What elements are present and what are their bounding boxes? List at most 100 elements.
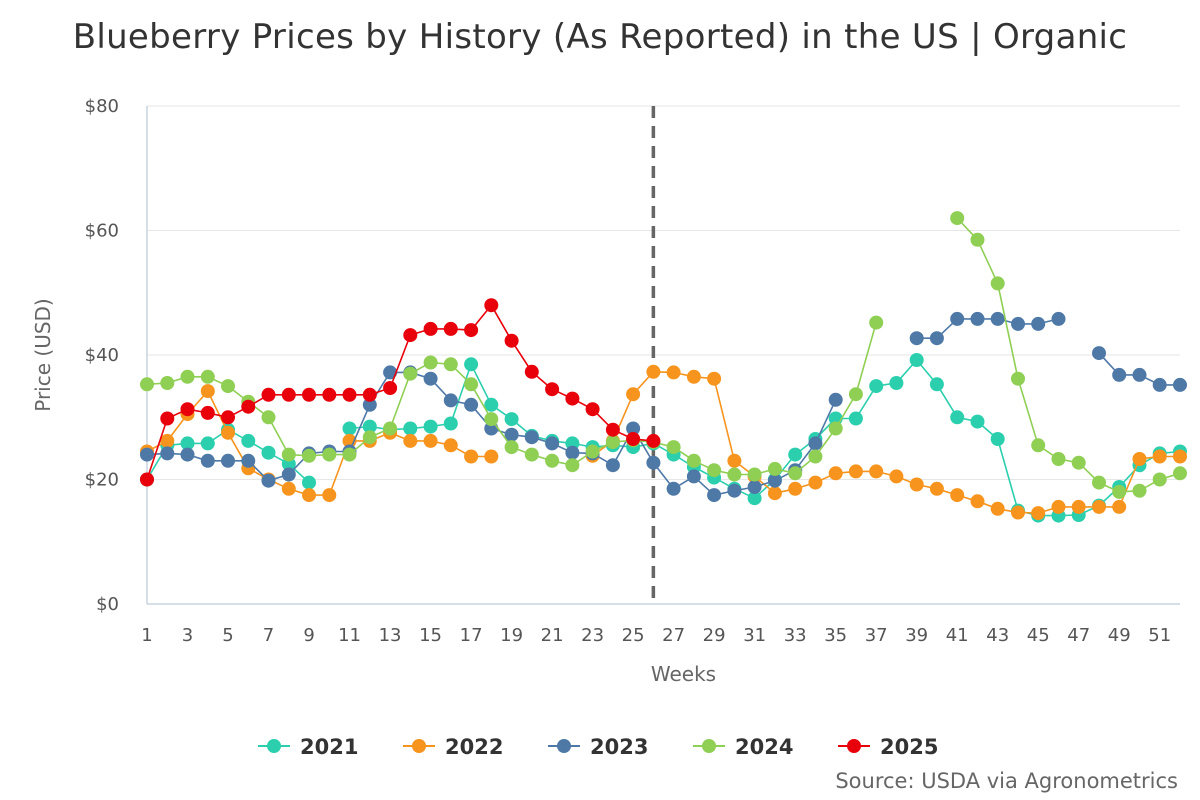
legend: 2021 2022 2023 2024 2025 xyxy=(258,735,938,759)
data-point xyxy=(1051,452,1066,466)
data-point xyxy=(383,421,398,436)
data-point xyxy=(524,430,539,445)
data-point xyxy=(221,425,235,440)
data-point xyxy=(1132,483,1147,498)
data-point xyxy=(848,411,863,426)
x-tick-label: 9 xyxy=(303,625,314,646)
data-point xyxy=(200,405,215,420)
series-line-2022 xyxy=(146,371,1180,514)
data-point xyxy=(464,357,479,372)
data-point xyxy=(1092,346,1106,361)
data-point xyxy=(767,473,782,488)
data-point xyxy=(767,486,782,501)
data-point xyxy=(261,473,276,488)
data-point xyxy=(160,433,175,448)
legend-item-2023[interactable]: 2023 xyxy=(548,735,648,759)
data-point xyxy=(1092,475,1106,490)
data-point xyxy=(727,467,742,482)
data-point xyxy=(484,298,499,313)
x-tick-label: 35 xyxy=(824,625,847,646)
data-point xyxy=(1031,438,1046,453)
data-point xyxy=(1112,484,1127,499)
x-tick-label: 33 xyxy=(784,625,807,646)
data-point xyxy=(403,421,418,436)
data-point xyxy=(585,402,600,417)
data-point xyxy=(1132,367,1147,382)
data-point xyxy=(848,464,863,479)
data-point xyxy=(200,369,215,384)
data-point xyxy=(342,387,357,402)
data-point xyxy=(646,455,661,470)
data-point xyxy=(302,448,316,463)
data-point xyxy=(221,453,235,468)
data-point xyxy=(585,444,600,459)
data-point xyxy=(686,453,701,468)
data-point xyxy=(423,371,438,386)
data-point xyxy=(140,472,154,487)
data-point xyxy=(180,369,195,384)
legend-item-2025[interactable]: 2025 xyxy=(838,735,938,759)
data-point xyxy=(302,488,316,503)
data-point xyxy=(1071,499,1086,514)
x-tick-label: 23 xyxy=(581,625,604,646)
y-tick-label: $60 xyxy=(85,221,119,242)
data-point xyxy=(970,414,985,429)
data-point xyxy=(950,211,965,226)
data-point xyxy=(869,315,884,330)
data-point xyxy=(362,419,377,434)
data-point xyxy=(808,449,823,464)
x-tick-label: 37 xyxy=(865,625,888,646)
legend-marker xyxy=(557,739,571,753)
data-point xyxy=(727,483,742,498)
series-2022 xyxy=(140,364,1187,521)
data-point xyxy=(504,333,519,348)
x-tick-label: 7 xyxy=(263,625,274,646)
data-point xyxy=(1152,377,1167,392)
data-point xyxy=(383,365,398,380)
data-point xyxy=(970,232,985,247)
data-point xyxy=(1152,449,1167,464)
data-point xyxy=(990,432,1005,446)
data-point xyxy=(281,467,296,482)
data-point xyxy=(200,436,215,451)
x-tick-label: 27 xyxy=(662,625,685,646)
x-tick-label: 21 xyxy=(541,625,564,646)
data-point xyxy=(322,387,337,402)
data-point xyxy=(221,410,235,425)
series-2024 xyxy=(140,211,1187,499)
data-point xyxy=(484,412,499,427)
x-tick-label: 49 xyxy=(1108,625,1131,646)
data-point xyxy=(707,488,722,503)
x-tick-label: 11 xyxy=(338,625,361,646)
data-point xyxy=(970,311,985,326)
data-point xyxy=(869,464,884,479)
legend-item-2024[interactable]: 2024 xyxy=(693,735,793,759)
data-point xyxy=(464,323,479,338)
x-tick-label: 43 xyxy=(986,625,1009,646)
x-tick-label: 19 xyxy=(500,625,523,646)
data-point xyxy=(646,433,661,448)
data-point xyxy=(1011,505,1025,520)
data-point xyxy=(1173,377,1187,392)
data-point xyxy=(1173,449,1187,464)
data-point xyxy=(261,410,276,425)
data-point xyxy=(686,369,701,384)
data-point xyxy=(626,421,641,436)
data-point xyxy=(241,453,256,468)
data-point xyxy=(362,397,377,412)
data-point xyxy=(524,447,539,462)
data-point xyxy=(869,379,884,394)
legend-marker xyxy=(702,739,716,753)
data-point xyxy=(929,331,944,346)
data-point xyxy=(889,376,904,390)
data-point xyxy=(565,458,580,473)
x-tick-label: 51 xyxy=(1148,625,1171,646)
x-tick-label: 47 xyxy=(1067,625,1090,646)
data-point xyxy=(788,447,803,462)
legend-item-2021[interactable]: 2021 xyxy=(258,735,358,759)
y-axis-title: Price (USD) xyxy=(31,298,55,412)
data-point xyxy=(666,481,681,496)
data-point xyxy=(322,488,337,503)
legend-item-2022[interactable]: 2022 xyxy=(403,735,503,759)
data-point xyxy=(443,321,458,336)
